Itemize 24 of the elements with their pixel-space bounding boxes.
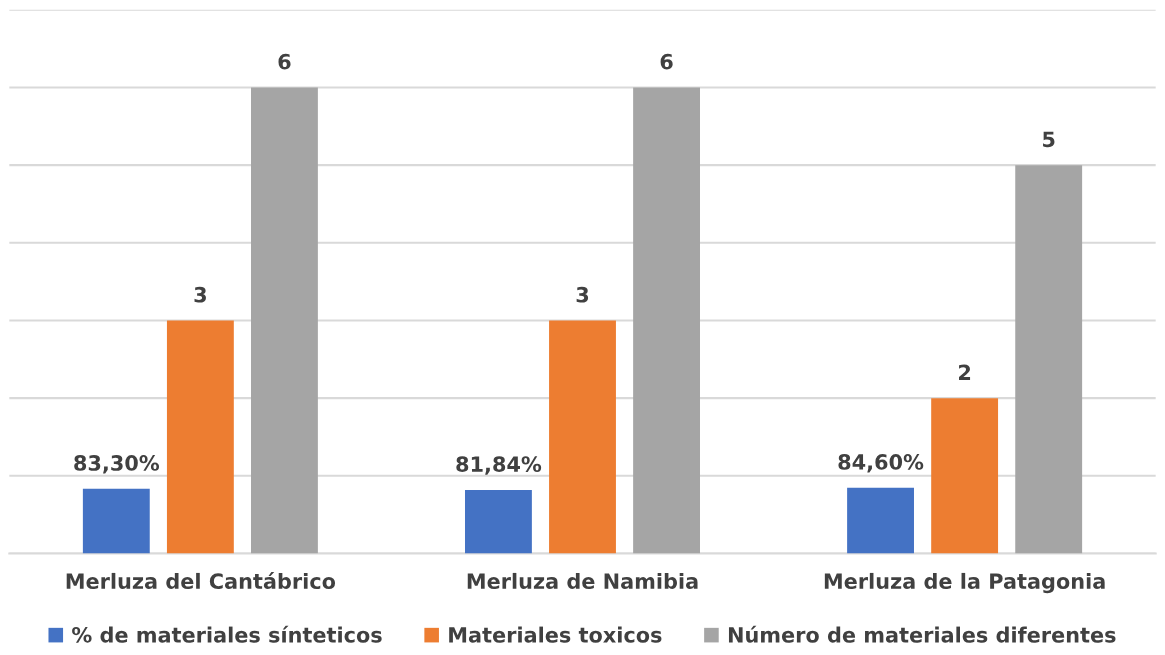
- data-label: 6: [660, 53, 673, 70]
- legend-label: Número de materiales diferentes: [728, 625, 1116, 643]
- data-label: 81,84%: [456, 456, 542, 475]
- data-label: 84,60%: [838, 454, 924, 473]
- bar: [931, 398, 999, 554]
- data-label: 83,30%: [74, 455, 160, 474]
- bar: [82, 488, 150, 554]
- bar: [465, 489, 532, 554]
- legend-label: % de materiales sínteticos: [72, 625, 382, 643]
- data-label: 2: [959, 364, 971, 380]
- bar: [166, 320, 234, 554]
- x-tick-label: Merluza del Cantábrico: [66, 572, 336, 590]
- bar: [847, 487, 914, 554]
- bar: [549, 320, 616, 554]
- x-tick-label: Merluza de la Patagonia: [824, 572, 1105, 594]
- data-label: 3: [194, 286, 206, 303]
- x-tick-label: Merluza de Namibia: [467, 572, 698, 590]
- bar: [251, 87, 318, 554]
- data-label: 6: [278, 53, 291, 70]
- bar: [633, 87, 700, 554]
- data-label: 5: [1043, 131, 1055, 148]
- legend-label: Materiales toxicos: [449, 626, 662, 643]
- data-label: 3: [576, 286, 589, 303]
- bar: [1015, 165, 1083, 554]
